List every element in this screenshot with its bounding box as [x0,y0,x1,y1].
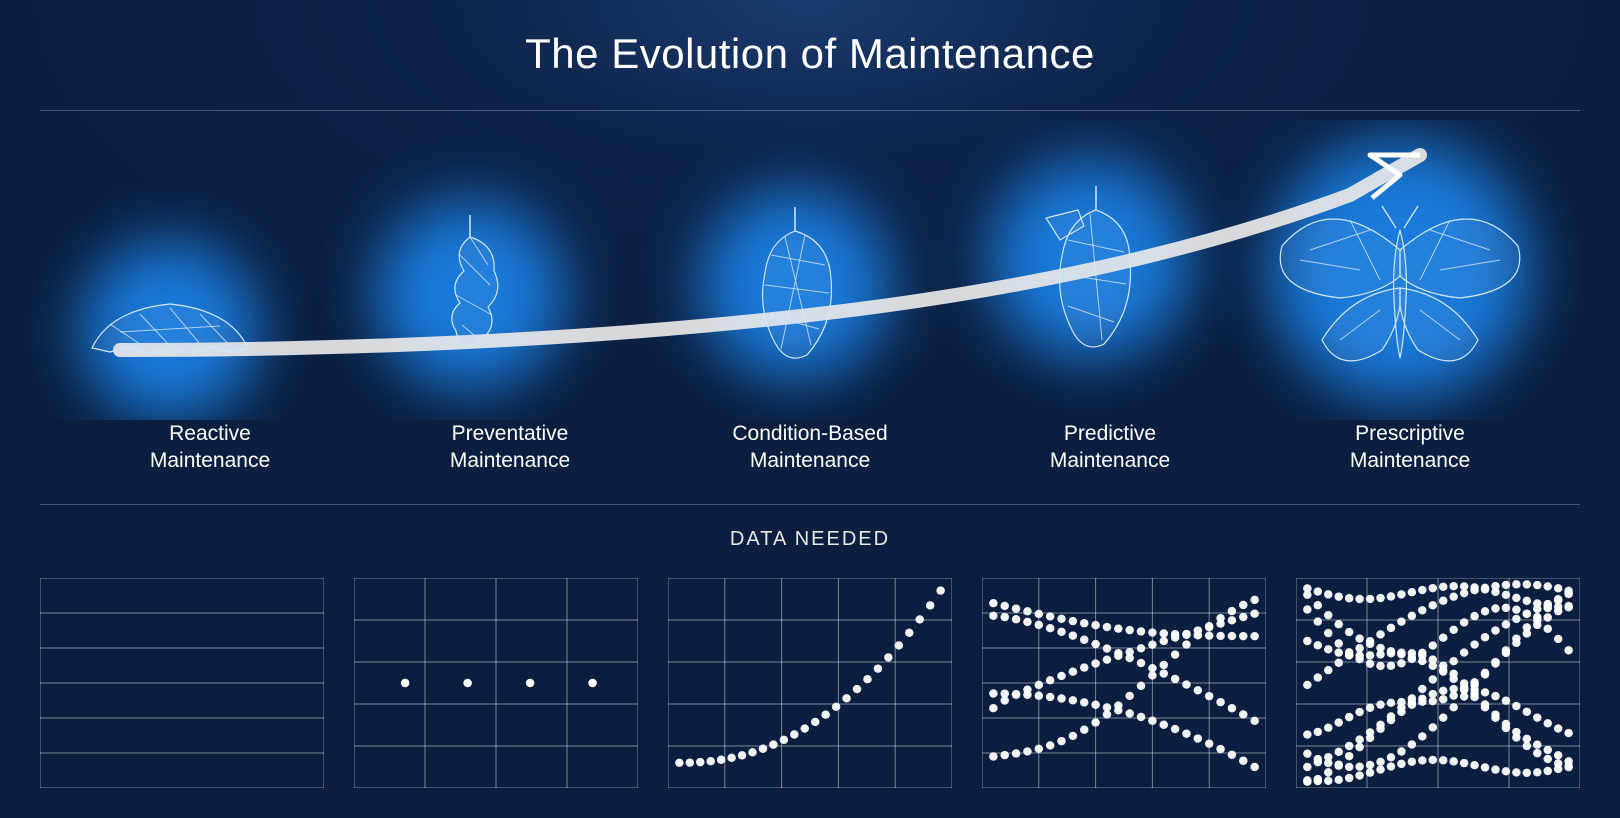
stage-label: Reactive Maintenance [60,420,360,475]
stage-label: Condition-Based Maintenance [660,420,960,475]
condition-data-chart [668,578,952,788]
data-needed-label: DATA NEEDED [0,528,1620,551]
evolution-graphic [0,120,1620,420]
stage-1: Reactive Maintenance [60,420,360,475]
stage-2: Preventative Maintenance [360,420,660,475]
divider-mid [40,504,1580,505]
stage-5: Prescriptive Maintenance [1260,420,1560,475]
stage-label: Preventative Maintenance [360,420,660,475]
page-title: The Evolution of Maintenance [0,30,1620,78]
divider-top [40,110,1580,111]
preventative-data-chart [354,578,638,788]
data-charts-row [40,578,1580,788]
stage-3: Condition-Based Maintenance [660,420,960,475]
stage-label: Predictive Maintenance [960,420,1260,475]
stage-row: Reactive MaintenancePreventative Mainten… [0,420,1620,475]
reactive-data-chart [40,578,324,788]
stage-4: Predictive Maintenance [960,420,1260,475]
predictive-data-chart [982,578,1266,788]
prescriptive-data-chart [1296,578,1580,788]
stage-label: Prescriptive Maintenance [1260,420,1560,475]
